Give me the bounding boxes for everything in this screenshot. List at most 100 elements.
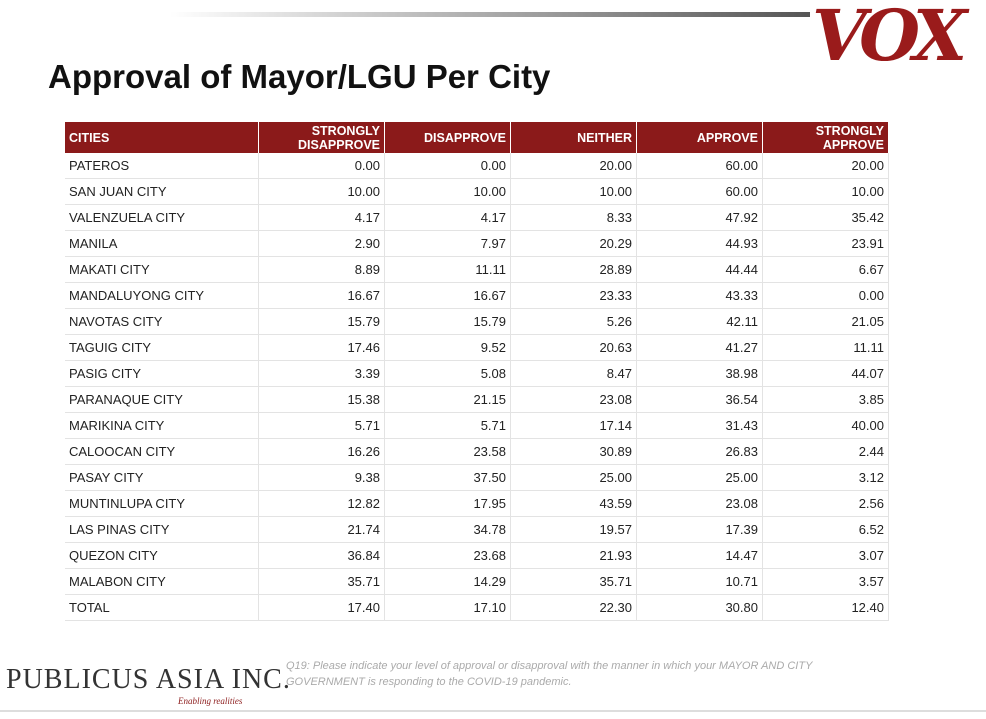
cell-value: 11.11 (762, 334, 889, 361)
city-name: SAN JUAN CITY (65, 178, 259, 205)
column-header: NEITHER (510, 122, 637, 153)
cell-value: 44.93 (636, 230, 763, 257)
cell-value: 15.79 (258, 308, 385, 335)
cell-value: 21.93 (510, 542, 637, 569)
cell-value: 15.38 (258, 386, 385, 413)
table-row: SAN JUAN CITY 10.00 10.00 10.00 60.00 10.00 (65, 178, 889, 205)
cell-value: 28.89 (510, 256, 637, 283)
city-name: MAKATI CITY (65, 256, 259, 283)
column-header: STRONGLY DISAPPROVE (258, 122, 385, 153)
table-row: NAVOTAS CITY 15.79 15.79 5.26 42.11 21.05 (65, 308, 889, 335)
city-name: LAS PINAS CITY (65, 516, 259, 543)
table-row: TOTAL 17.40 17.10 22.30 30.80 12.40 (65, 594, 889, 621)
cell-value: 40.00 (762, 412, 889, 439)
cell-value: 43.33 (636, 282, 763, 309)
table-row: PATEROS 0.00 0.00 20.00 60.00 20.00 (65, 153, 889, 179)
city-name: PATEROS (65, 153, 259, 179)
cell-value: 21.15 (384, 386, 511, 413)
cell-value: 35.71 (510, 568, 637, 595)
city-name: MANILA (65, 230, 259, 257)
cell-value: 20.29 (510, 230, 637, 257)
table-row: TAGUIG CITY 17.46 9.52 20.63 41.27 11.11 (65, 334, 889, 361)
table-row: MANILA 2.90 7.97 20.29 44.93 23.91 (65, 230, 889, 257)
cell-value: 22.30 (510, 594, 637, 621)
column-header: STRONGLY APPROVE (762, 122, 889, 153)
cell-value: 17.14 (510, 412, 637, 439)
cell-value: 35.42 (762, 204, 889, 231)
cell-value: 36.54 (636, 386, 763, 413)
column-header: CITIES (65, 122, 259, 153)
cell-value: 3.85 (762, 386, 889, 413)
footnote-line: GOVERNMENT is responding to the COVID-19… (286, 676, 572, 688)
cell-value: 8.89 (258, 256, 385, 283)
cell-value: 20.00 (762, 153, 889, 179)
cell-value: 17.46 (258, 334, 385, 361)
city-name: PASAY CITY (65, 464, 259, 491)
page-title: Approval of Mayor/LGU Per City (48, 58, 551, 95)
cell-value: 3.12 (762, 464, 889, 491)
city-name: MANDALUYONG CITY (65, 282, 259, 309)
table-row: QUEZON CITY 36.84 23.68 21.93 14.47 3.07 (65, 542, 889, 569)
cell-value: 23.33 (510, 282, 637, 309)
header-row: CITIES STRONGLY DISAPPROVE DISAPPROVE NEITH… (65, 122, 889, 153)
table-row: PASAY CITY 9.38 37.50 25.00 25.00 3.12 (65, 464, 889, 491)
cell-value: 20.00 (510, 153, 637, 179)
cell-value: 17.39 (636, 516, 763, 543)
brand-logo: VOX (812, 0, 967, 77)
tagline: Enabling realities (178, 696, 243, 706)
city-name: CALOOCAN CITY (65, 438, 259, 465)
cell-value: 25.00 (510, 464, 637, 491)
cell-value: 16.26 (258, 438, 385, 465)
cell-value: 11.11 (384, 256, 511, 283)
city-name: NAVOTAS CITY (65, 308, 259, 335)
cell-value: 14.47 (636, 542, 763, 569)
cell-value: 10.00 (384, 178, 511, 205)
table-row: PASIG CITY 3.39 5.08 8.47 38.98 44.07 (65, 360, 889, 387)
cell-value: 23.91 (762, 230, 889, 257)
table-row: MAKATI CITY 8.89 11.11 28.89 44.44 6.67 (65, 256, 889, 283)
city-name: MUNTINLUPA CITY (65, 490, 259, 517)
cell-value: 41.27 (636, 334, 763, 361)
table-row: MANDALUYONG CITY 16.67 16.67 23.33 43.33 0.00 (65, 282, 889, 309)
table-row: LAS PINAS CITY 21.74 34.78 19.57 17.39 6.52 (65, 516, 889, 543)
cell-value: 23.08 (510, 386, 637, 413)
cell-value: 6.67 (762, 256, 889, 283)
cell-value: 10.71 (636, 568, 763, 595)
cell-value: 3.07 (762, 542, 889, 569)
cell-value: 4.17 (384, 204, 511, 231)
cell-value: 12.40 (762, 594, 889, 621)
data-table: CITIES STRONGLY DISAPPROVE DISAPPROVE NEITH… (65, 122, 889, 621)
cell-value: 8.47 (510, 360, 637, 387)
cell-value: 6.52 (762, 516, 889, 543)
table-row: MARIKINA CITY 5.71 5.71 17.14 31.43 40.00 (65, 412, 889, 439)
cell-value: 25.00 (636, 464, 763, 491)
cell-value: 16.67 (258, 282, 385, 309)
cell-value: 3.57 (762, 568, 889, 595)
cell-value: 47.92 (636, 204, 763, 231)
cell-value: 17.10 (384, 594, 511, 621)
city-name: MARIKINA CITY (65, 412, 259, 439)
footnote: Q19: Please indicate your level of appro… (286, 658, 812, 690)
cell-value: 38.98 (636, 360, 763, 387)
city-name: PASIG CITY (65, 360, 259, 387)
cell-value: 60.00 (636, 178, 763, 205)
cell-value: 23.68 (384, 542, 511, 569)
cell-value: 42.11 (636, 308, 763, 335)
cell-value: 7.97 (384, 230, 511, 257)
table-row: VALENZUELA CITY 4.17 4.17 8.33 47.92 35.42 (65, 204, 889, 231)
cell-value: 0.00 (258, 153, 385, 179)
cell-value: 30.89 (510, 438, 637, 465)
cell-value: 3.39 (258, 360, 385, 387)
cell-value: 4.17 (258, 204, 385, 231)
cell-value: 36.84 (258, 542, 385, 569)
cell-value: 2.90 (258, 230, 385, 257)
cell-value: 12.82 (258, 490, 385, 517)
city-name: TAGUIG CITY (65, 334, 259, 361)
cell-value: 9.52 (384, 334, 511, 361)
city-name: VALENZUELA CITY (65, 204, 259, 231)
cell-value: 0.00 (384, 153, 511, 179)
decor-line (0, 710, 986, 712)
cell-value: 21.05 (762, 308, 889, 335)
cell-value: 23.08 (636, 490, 763, 517)
